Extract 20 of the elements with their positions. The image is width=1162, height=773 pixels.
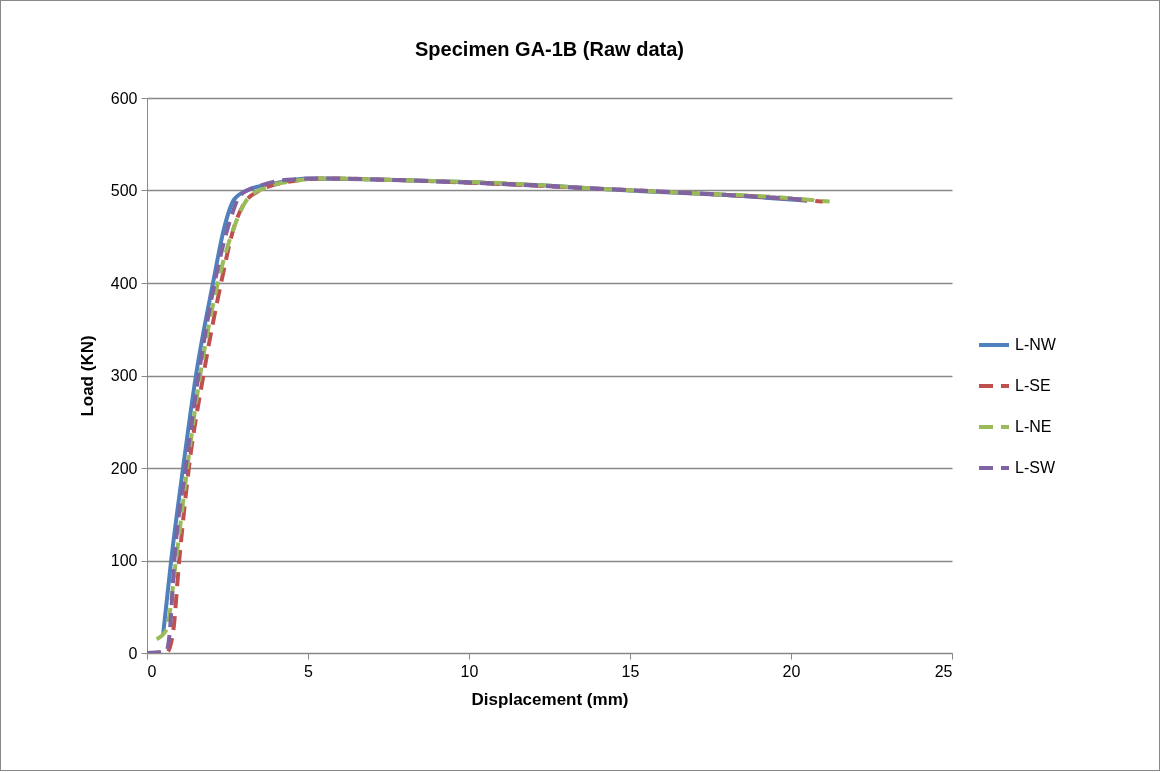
x-tick-label: 25 [934, 662, 953, 680]
y-tick-label: 400 [110, 274, 138, 292]
legend-label: L-NE [1015, 418, 1052, 435]
x-tick-label: 0 [147, 662, 157, 680]
y-tick-label: 300 [110, 367, 138, 384]
x-tick-label: 15 [621, 662, 640, 680]
x-tick-label: 5 [304, 662, 314, 680]
x-axis-title: Displacement (mm) [471, 689, 629, 709]
x-tick-label: 20 [782, 662, 801, 680]
x-tick-label: 10 [460, 662, 479, 680]
y-tick-label: 100 [110, 552, 138, 569]
legend-label: L-SW [1015, 459, 1056, 476]
y-tick-label: 0 [128, 644, 138, 662]
y-axis-title: Load (KN) [77, 335, 97, 417]
legend-label: L-NW [1015, 336, 1057, 353]
y-tick-label: 600 [110, 89, 138, 107]
y-tick-label: 500 [110, 182, 138, 199]
chart-title: Specimen GA-1B (Raw data) [415, 38, 684, 60]
legend-label: L-SE [1015, 377, 1051, 394]
y-tick-label: 200 [110, 459, 138, 477]
